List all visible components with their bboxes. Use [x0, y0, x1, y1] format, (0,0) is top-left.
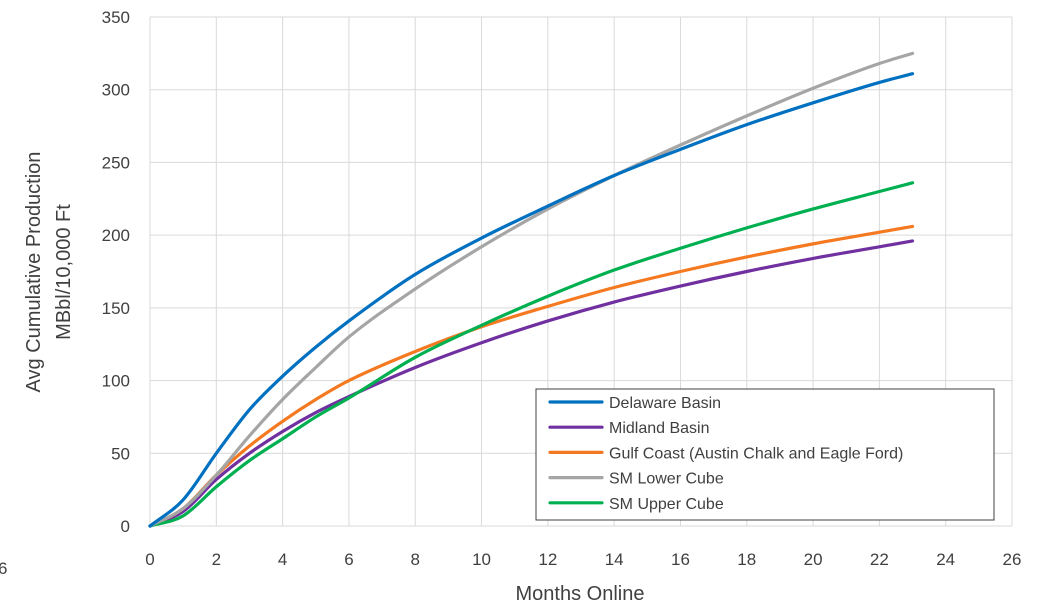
- y-tick-label: 200: [102, 226, 130, 245]
- y-tick-label: 250: [102, 153, 130, 172]
- x-tick-label: 20: [804, 550, 823, 569]
- series-line-delaware-basin: [148, 72, 915, 528]
- y-axis-title: Avg Cumulative Production MBbl/10,000 Ft: [23, 152, 75, 393]
- series-lines: [148, 51, 915, 528]
- legend-box: [535, 388, 995, 521]
- x-tick-label: 12: [538, 550, 557, 569]
- x-tick-label: 10: [472, 550, 491, 569]
- legend-label: Delaware Basin: [609, 395, 721, 412]
- legend-label: SM Upper Cube: [609, 496, 724, 513]
- x-tick-label: 24: [936, 550, 955, 569]
- y-tick-label: 300: [102, 81, 130, 100]
- y-tick-label: 50: [111, 444, 130, 463]
- y-axis-title-line-2: MBbl/10,000 Ft: [53, 204, 75, 340]
- y-tick-label: 0: [121, 517, 130, 536]
- x-tick-label: 22: [870, 550, 889, 569]
- y-tick-label: 150: [102, 299, 130, 318]
- x-tick-label: 4: [278, 550, 287, 569]
- x-tick-label: 8: [410, 550, 419, 569]
- x-tick-label: 0: [145, 550, 154, 569]
- x-tick-label: 6: [344, 550, 353, 569]
- legend-label: Gulf Coast (Austin Chalk and Eagle Ford): [609, 445, 903, 462]
- x-axis-title: Months Online: [516, 583, 645, 605]
- x-tick-label: 2: [212, 550, 221, 569]
- legend-label: SM Lower Cube: [609, 471, 724, 488]
- x-tick-label: 14: [605, 550, 624, 569]
- y-axis-title-line-1: Avg Cumulative Production: [23, 152, 45, 393]
- x-tick-label: 16: [671, 550, 690, 569]
- legend: Delaware Basin Midland Basin Gulf Coast (A…: [535, 388, 995, 521]
- y-tick-label: 100: [102, 372, 130, 391]
- axis-ticks: 0 2 4 6 8 10 12 14 16 18 20 22 24 2605010015020025030…: [102, 8, 1022, 569]
- series-line-midland-basin: [148, 239, 915, 528]
- legend-label: Midland Basin: [609, 420, 710, 437]
- series-line-sm-upper-cube: [148, 181, 915, 528]
- stray-axis-label: 6: [0, 559, 7, 578]
- y-tick-label: 350: [102, 8, 130, 27]
- x-tick-label: 26: [1003, 550, 1022, 569]
- series-line-sm-lower-cube: [148, 51, 915, 528]
- x-tick-label: 18: [737, 550, 756, 569]
